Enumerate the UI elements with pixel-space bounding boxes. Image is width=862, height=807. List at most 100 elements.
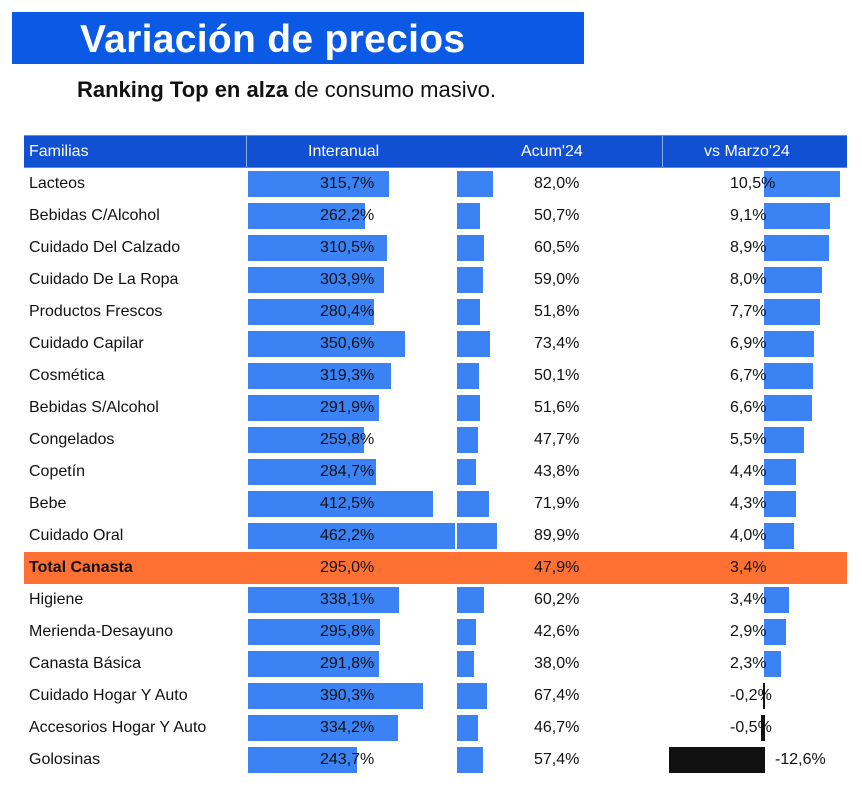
table-row: Cuidado Oral 462,2% 89,9% 4,0%	[24, 520, 847, 552]
table-row: Cuidado Del Calzado 310,5% 60,5% 8,9%	[24, 232, 847, 264]
vs-marzo-value: 7,7%	[730, 303, 767, 320]
table-row: Canasta Básica 291,8% 38,0% 2,3%	[24, 648, 847, 680]
vs-marzo-value: 6,6%	[730, 399, 767, 416]
acum-bar	[457, 715, 478, 741]
familia-label: Productos Frescos	[29, 303, 163, 320]
vs-marzo-value: 3,4%	[730, 559, 767, 576]
table-row: Bebidas C/Alcohol 262,2% 50,7% 9,1%	[24, 200, 847, 232]
acum-bar	[457, 235, 484, 261]
acum-bar	[457, 171, 494, 197]
familia-label: Bebidas S/Alcohol	[29, 399, 159, 416]
acum-value: 47,9%	[534, 559, 580, 576]
familia-label: Cuidado Oral	[29, 527, 124, 544]
vs-marzo-bar	[765, 491, 796, 517]
interanual-value: 315,7%	[320, 175, 375, 192]
interanual-bar	[248, 491, 433, 517]
interanual-value: 390,3%	[320, 687, 375, 704]
title-banner: Variación de precios	[12, 12, 584, 64]
vs-marzo-value: -0,5%	[730, 719, 772, 736]
acum-bar	[457, 331, 490, 357]
acum-value: 42,6%	[534, 623, 580, 640]
vs-marzo-axis-tick	[764, 587, 767, 613]
acum-value: 59,0%	[534, 271, 580, 288]
interanual-value: 284,7%	[320, 463, 375, 480]
acum-bar	[457, 299, 481, 325]
table-row: Merienda-Desayuno 295,8% 42,6% 2,9%	[24, 616, 847, 648]
page-title: Variación de precios	[80, 18, 466, 61]
vs-marzo-axis-tick	[764, 491, 767, 517]
interanual-value: 334,2%	[320, 719, 375, 736]
familia-label: Bebidas C/Alcohol	[29, 207, 160, 224]
interanual-value: 338,1%	[320, 591, 375, 608]
vs-marzo-value: -12,6%	[775, 751, 826, 768]
interanual-bar	[248, 683, 423, 709]
vs-marzo-value: 2,9%	[730, 623, 767, 640]
vs-marzo-value: 4,0%	[730, 527, 767, 544]
acum-value: 50,7%	[534, 207, 580, 224]
interanual-value: 295,8%	[320, 623, 375, 640]
vs-marzo-value: -0,2%	[730, 687, 772, 704]
interanual-value: 291,8%	[320, 655, 375, 672]
vs-marzo-value: 10,5%	[730, 175, 776, 192]
vs-marzo-value: 6,7%	[730, 367, 767, 384]
interanual-value: 259,8%	[320, 431, 375, 448]
interanual-bar	[248, 363, 391, 389]
table-row: Higiene 338,1% 60,2% 3,4%	[24, 584, 847, 616]
acum-value: 71,9%	[534, 495, 580, 512]
acum-bar	[457, 395, 480, 421]
vs-marzo-bar	[765, 427, 805, 453]
acum-value: 89,9%	[534, 527, 580, 544]
interanual-bar	[248, 619, 381, 645]
acum-value: 60,5%	[534, 239, 580, 256]
vs-marzo-axis-tick	[764, 267, 767, 293]
table-row: Congelados 259,8% 47,7% 5,5%	[24, 424, 847, 456]
interanual-value: 280,4%	[320, 303, 375, 320]
vs-marzo-value: 8,0%	[730, 271, 767, 288]
table-row: Cuidado Capilar 350,6% 73,4% 6,9%	[24, 328, 847, 360]
interanual-bar	[248, 459, 376, 485]
vs-marzo-axis-tick	[764, 395, 767, 421]
interanual-bar	[248, 299, 374, 325]
table-row: Cuidado Hogar Y Auto 390,3% 67,4% -0,2%	[24, 680, 847, 712]
vs-marzo-axis-tick	[764, 363, 767, 389]
vs-marzo-negative-bar	[669, 747, 765, 773]
interanual-value: 350,6%	[320, 335, 375, 352]
acum-bar	[457, 459, 477, 485]
acum-value: 57,4%	[534, 751, 580, 768]
familia-label: Bebe	[29, 495, 67, 512]
subtitle-rest: de consumo masivo.	[288, 77, 496, 102]
acum-value: 73,4%	[534, 335, 580, 352]
subtitle-bold: Ranking Top en alza	[77, 77, 289, 102]
vs-marzo-axis-tick	[764, 299, 767, 325]
interanual-bar	[248, 171, 390, 197]
table-row: Copetín 284,7% 43,8% 4,4%	[24, 456, 847, 488]
table-row: Productos Frescos 280,4% 51,8% 7,7%	[24, 296, 847, 328]
acum-value: 43,8%	[534, 463, 580, 480]
vs-marzo-axis-tick	[764, 459, 767, 485]
interanual-bar	[248, 523, 455, 549]
acum-bar	[457, 651, 474, 677]
vs-marzo-bar	[765, 395, 813, 421]
vs-marzo-value: 3,4%	[730, 591, 767, 608]
interanual-bar	[248, 651, 379, 677]
header-rule	[24, 167, 847, 168]
familia-label: Golosinas	[29, 751, 101, 768]
interanual-value: 295,0%	[320, 559, 375, 576]
familia-label: Lacteos	[29, 175, 86, 192]
header-acum: Acum'24	[521, 143, 583, 160]
table-row: Accesorios Hogar Y Auto 334,2% 46,7% -0,5%	[24, 712, 847, 744]
header-divider	[662, 135, 663, 168]
familia-label: Higiene	[29, 591, 84, 608]
familia-label: Cuidado De La Ropa	[29, 271, 179, 288]
header-divider	[246, 135, 247, 168]
interanual-value: 412,5%	[320, 495, 375, 512]
vs-marzo-negative-bar	[763, 683, 765, 709]
acum-bar	[457, 267, 484, 293]
vs-marzo-bar	[765, 523, 794, 549]
familia-label: Congelados	[29, 431, 115, 448]
acum-bar	[457, 491, 489, 517]
acum-bar	[457, 747, 483, 773]
vs-marzo-bar	[765, 331, 815, 357]
familia-label: Total Canasta	[29, 559, 133, 576]
vs-marzo-axis-tick	[764, 427, 767, 453]
